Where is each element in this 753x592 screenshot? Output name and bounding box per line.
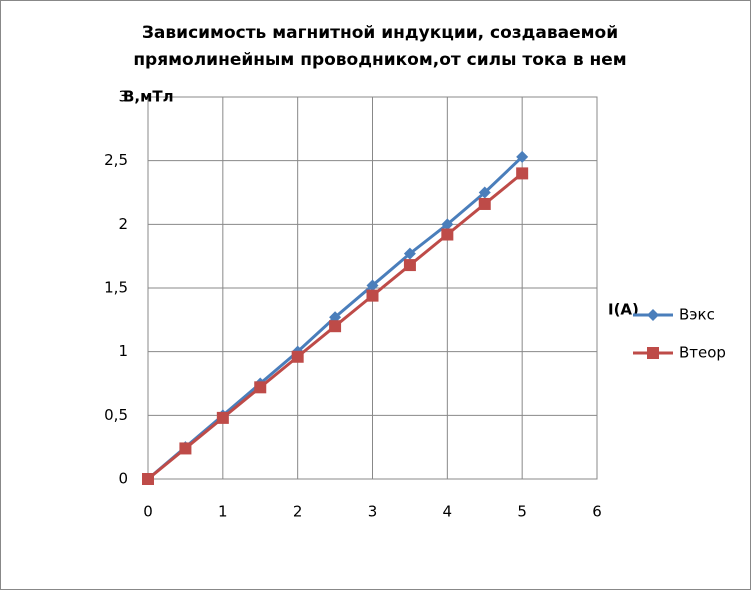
y-tick-label: 2,5 [104,151,128,169]
x-axis-title: I(A) [608,301,639,319]
data-point [403,259,416,272]
y-tick-label: 0,5 [104,406,128,424]
data-point [441,228,454,241]
y-tick-label: 0 [118,470,128,488]
data-point [403,247,416,260]
data-point [179,442,192,455]
data-point [142,473,154,485]
x-tick-label: 0 [143,503,153,521]
y-tick-label: 1,5 [104,279,128,297]
y-tick-label: 1 [118,342,128,360]
y-tick-label: 3 [118,88,128,106]
data-point [216,411,229,424]
data-point [516,150,529,163]
y-tick-label: 2 [118,215,128,233]
legend-marker [647,347,659,359]
x-tick-label: 2 [293,503,303,521]
y-axis-title: В,мТл [123,88,174,106]
x-tick-label: 5 [517,503,527,521]
legend-label: Вэкс [679,306,715,324]
x-tick-label: 6 [592,503,602,521]
data-point [516,167,529,180]
data-point [291,350,304,363]
data-point [478,186,491,199]
data-point [478,197,491,210]
data-point [329,320,342,333]
legend-label: Втеор [679,344,726,362]
data-point [441,218,454,231]
data-point [254,381,267,394]
x-tick-label: 3 [368,503,378,521]
data-point [366,289,379,302]
x-tick-label: 4 [443,503,453,521]
x-tick-label: 1 [218,503,228,521]
data-point [366,279,379,292]
chart-title: Зависимость магнитной индукции, создавае… [142,23,618,43]
legend-marker [647,309,659,321]
chart-title: прямолинейным проводником,от силы тока в… [133,50,626,70]
